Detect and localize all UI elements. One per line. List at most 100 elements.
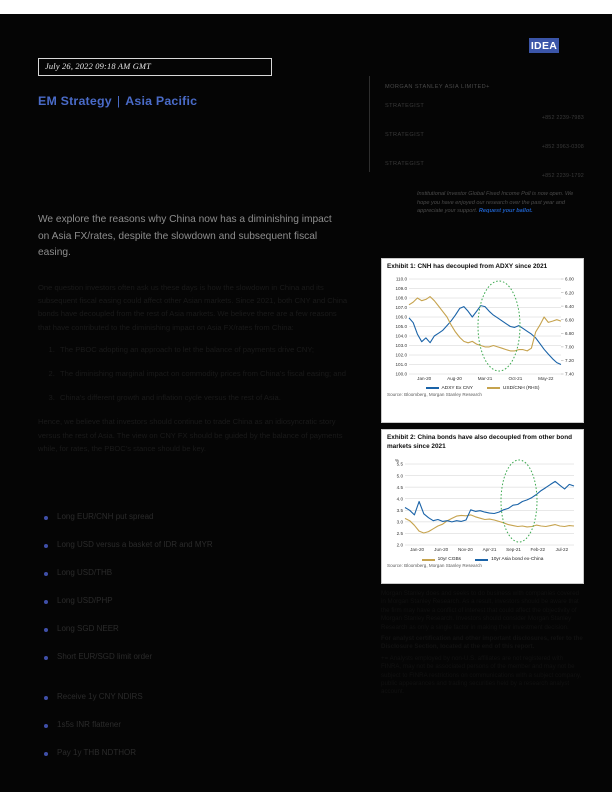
svg-text:7.40: 7.40: [565, 371, 574, 376]
list-item: Long SGD NEER: [44, 624, 334, 634]
analyst-entry: STRATEGIST +852 2239-7983: [385, 103, 584, 121]
list-item: Long USD/PHP: [44, 596, 334, 606]
legend-item: USD/CNH (RHS): [486, 385, 540, 391]
svg-text:3.0: 3.0: [397, 520, 404, 525]
svg-text:2.5: 2.5: [397, 531, 404, 536]
trade-label: Long USD/PHP: [57, 596, 113, 605]
exhibit-1-source: Source: Bloomberg, Morgan Stanley Resear…: [387, 391, 482, 397]
bullet-icon: [44, 656, 48, 660]
svg-text:Oct-21: Oct-21: [509, 376, 523, 381]
analyst-phone: +852 2239-7983: [541, 115, 584, 121]
title-main: EM Strategy: [38, 94, 112, 108]
body-text: One question investors often ask us thes…: [38, 281, 350, 464]
legend-item: 10yr Asia bond ex-China: [475, 557, 543, 562]
publication-date: July 26, 2022 09:18 AM GMT: [38, 58, 272, 76]
svg-text:104.0: 104.0: [396, 333, 408, 338]
svg-text:3.5: 3.5: [397, 508, 404, 513]
svg-text:Jan-20: Jan-20: [417, 376, 431, 381]
legend-label: 10yr CGBs: [437, 557, 462, 563]
left-column: July 26, 2022 09:18 AM GMT EM Strategy | A…: [38, 58, 328, 108]
title-separator: |: [116, 94, 121, 108]
legend-label: USD/CNH (RHS): [502, 385, 540, 391]
svg-text:108.0: 108.0: [396, 295, 408, 300]
exhibit-1-plot: 110.0 109.0 108.0 107.0 106.0 105.0 104.0 103.0…: [387, 274, 580, 386]
svg-text:%: %: [395, 458, 399, 463]
analyst-entry: STRATEGIST +852 2239-1792: [385, 161, 584, 179]
trade-label: Long USD versus a basket of IDR and MYR: [57, 540, 213, 549]
legend-swatch: [421, 558, 435, 561]
svg-text:105.0: 105.0: [396, 324, 408, 329]
list-item: China's different growth and inflation c…: [57, 391, 350, 404]
disclosure-block: Morgan Stanley does and seeks to do busi…: [381, 590, 584, 700]
svg-text:5.0: 5.0: [397, 473, 404, 478]
exhibit-2-label: Exhibit 2:: [387, 434, 416, 441]
exhibit-2-title: Exhibit 2: China bonds have also decoupl…: [387, 434, 578, 451]
exhibit-2: Exhibit 2: China bonds have also decoupl…: [381, 429, 584, 584]
list-item: Long USD versus a basket of IDR and MYR: [44, 540, 334, 550]
svg-text:106.0: 106.0: [396, 314, 408, 319]
svg-text:Nov-20: Nov-20: [458, 547, 473, 552]
exhibit-2-plot: % 5.5 5.0 4.5 4.0 3.5 3.0 2.5 2.0 Jan-20 Jun-20 N…: [387, 453, 580, 557]
analyst-phone: +852 3963-0308: [541, 144, 584, 150]
bullet-icon: [44, 696, 48, 700]
svg-text:7.20: 7.20: [565, 358, 574, 363]
legend-label: 10yr Asia bond ex-China: [491, 557, 544, 563]
legend-label: ADXY Ex CNY: [441, 385, 473, 391]
request-ballot-link[interactable]: Request your ballot.: [478, 208, 533, 215]
reasons-list: The PBOC adopting an approach to let the…: [38, 343, 350, 405]
idea-badge: IDEA: [529, 38, 559, 53]
conclusion-paragraph: Hence, we believe that investors should …: [38, 417, 343, 453]
svg-text:Feb-22: Feb-22: [531, 547, 546, 552]
bullet-icon: [44, 600, 48, 604]
svg-text:101.0: 101.0: [396, 362, 408, 367]
bullet-icon: [44, 752, 48, 756]
svg-text:110.0: 110.0: [396, 276, 408, 281]
svg-text:6.60: 6.60: [565, 317, 574, 322]
firm-name: MORGAN STANLEY ASIA LIMITED+: [385, 84, 490, 90]
svg-text:7.00: 7.00: [565, 344, 574, 349]
trade-ideas-list: Long EUR/CNH put spread Long USD versus …: [44, 512, 334, 776]
list-item: Short EUR/SGD limit order: [44, 652, 334, 662]
svg-text:107.0: 107.0: [396, 305, 408, 310]
column-divider: [369, 76, 370, 172]
svg-text:Jan-20: Jan-20: [410, 547, 424, 552]
analyst-role: STRATEGIST: [385, 103, 425, 109]
page-top-strip: [0, 0, 612, 14]
analyst-entry: STRATEGIST +852 3963-0308: [385, 132, 584, 150]
bullet-icon: [44, 724, 48, 728]
svg-text:6.00: 6.00: [565, 276, 574, 281]
poll-promo: Institutional Investor Global Fixed Inco…: [385, 190, 584, 216]
exhibit-1-label: Exhibit 1:: [387, 263, 416, 270]
svg-text:4.5: 4.5: [397, 485, 404, 490]
bullet-icon: [44, 544, 48, 548]
svg-text:Apr-21: Apr-21: [483, 547, 497, 552]
exhibit-2-legend: 10yr CGBs 10yr Asia bond ex-China: [387, 557, 578, 562]
svg-text:6.20: 6.20: [565, 290, 574, 295]
intro-paragraph: One question investors often ask us thes…: [38, 283, 348, 332]
list-item: The diminishing marginal impact on commo…: [57, 367, 350, 380]
trade-label: Pay 1y THB NDTHOR: [57, 748, 136, 757]
legend-swatch: [486, 387, 500, 390]
svg-text:103.0: 103.0: [396, 343, 408, 348]
svg-text:Jul-22: Jul-22: [556, 547, 569, 552]
analyst-phone: +852 2239-1792: [541, 173, 584, 179]
exhibit-1-legend: ADXY Ex CNY USD/CNH (RHS): [387, 386, 578, 391]
exhibit-1-heading: CNH has decoupled from ADXY since 2021: [417, 263, 548, 270]
disclosure-paragraph: Morgan Stanley does and seeks to do busi…: [381, 590, 580, 631]
bullet-icon: [44, 628, 48, 632]
exhibit-2-heading: China bonds have also decoupled from oth…: [387, 434, 572, 450]
legend-swatch: [425, 387, 439, 390]
legend-item: 10yr CGBs: [421, 557, 462, 563]
analyst-role: STRATEGIST: [385, 161, 425, 167]
sidebar: MORGAN STANLEY ASIA LIMITED+ STRATEGIST …: [385, 84, 584, 216]
disclosure-paragraph: += Analysts employed by non-U.S. affilia…: [381, 654, 582, 696]
list-item: Long USD/THB: [44, 568, 334, 578]
svg-text:109.0: 109.0: [396, 286, 408, 291]
trade-label: Long EUR/CNH put spread: [57, 512, 154, 521]
list-item: Long EUR/CNH put spread: [44, 512, 334, 522]
disclosure-paragraph: For analyst certification and other impo…: [381, 635, 583, 651]
svg-text:100.0: 100.0: [396, 371, 408, 376]
legend-swatch: [475, 558, 489, 561]
list-item: Receive 1y CNY NDIRS: [44, 692, 334, 702]
